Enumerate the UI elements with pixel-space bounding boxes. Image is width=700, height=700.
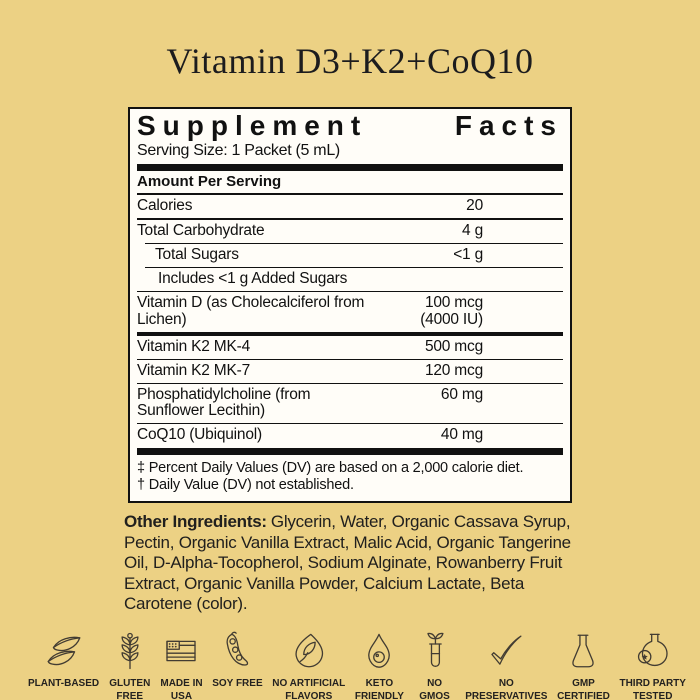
- badge-soy-free: SOY FREE: [212, 630, 263, 691]
- amount-line-2: (4000 IU): [420, 310, 483, 328]
- nutrient-name: Total Sugars: [155, 246, 239, 263]
- badge-plant-based: PLANT-BASED: [28, 630, 99, 691]
- badge-label: MADE IN USA: [160, 678, 203, 700]
- table-row-coq10: CoQ10 (Ubiquinol) 40 mg: [137, 423, 563, 447]
- badge-label: THIRD PARTY TESTED: [619, 678, 686, 700]
- table-row-total-sugars: Total Sugars <1 g: [145, 243, 563, 267]
- badge-label: GLUTEN FREE: [109, 678, 151, 700]
- badge-no-preservatives: NO PRESERVATIVES: [465, 630, 547, 700]
- nutrient-amount: 20: [466, 197, 483, 214]
- soy-pod-icon: [216, 630, 258, 672]
- badge-gmp-certified: GMP CERTIFIED: [557, 630, 610, 700]
- heading-word-facts: Facts: [454, 111, 563, 141]
- nutrient-name: CoQ10 (Ubiquinol): [137, 426, 262, 443]
- page-title: Vitamin D3+K2+CoQ10: [166, 41, 534, 81]
- table-row-phosphatidylcholine: Phosphatidylcholine (from Sunflower Leci…: [137, 382, 563, 424]
- badge-label: SOY FREE: [212, 678, 263, 689]
- nutrient-amount: 100 mcg (4000 IU): [373, 294, 483, 328]
- table-row-added-sugars: Includes <1 g Added Sugars: [145, 267, 563, 291]
- other-ingredients-text: Glycerin, Water, Organic Cassava Syrup, …: [124, 512, 571, 613]
- nutrient-name: Vitamin K2 MK-7: [137, 361, 251, 379]
- thick-divider: [137, 164, 563, 171]
- nutrient-name: Includes <1 g Added Sugars: [158, 270, 348, 287]
- table-row-calories: Calories 20: [137, 195, 563, 218]
- nutrient-amount: 120 mcg: [424, 361, 483, 379]
- badge-keto-friendly: KETO FRIENDLY: [355, 630, 404, 700]
- nutrient-name: Vitamin D (as Cholecalciferol from Liche…: [137, 294, 365, 328]
- badge-gluten-free: GLUTEN FREE: [109, 630, 151, 700]
- badge-label: GMP CERTIFIED: [557, 678, 610, 700]
- badge-label: PLANT-BASED: [28, 678, 100, 689]
- avocado-icon: [358, 630, 400, 672]
- flask-icon: [562, 630, 604, 672]
- badge-no-gmos: NO GMOS: [414, 630, 456, 700]
- supplement-facts-heading: Supplement Facts: [137, 111, 563, 141]
- serving-size: Serving Size: 1 Packet (5 mL): [137, 142, 340, 159]
- nutrient-amount: 500 mcg: [424, 337, 483, 355]
- badge-label: KETO FRIENDLY: [354, 678, 404, 700]
- medium-divider: [137, 331, 563, 336]
- leaves-icon: [43, 630, 85, 672]
- footnote-dv-not-established: † Daily Value (DV) not established.: [137, 477, 354, 493]
- table-row-vitamin-k2-mk4: Vitamin K2 MK-4 500 mcg: [137, 336, 563, 359]
- nutrient-amount: 60 mg: [440, 385, 483, 403]
- badge-third-party-tested: THIRD PARTY TESTED: [619, 630, 686, 700]
- usa-flag-icon: [160, 630, 202, 672]
- nutrient-name: Phosphatidylcholine (from Sunflower Leci…: [137, 385, 311, 419]
- certification-badge-strip: PLANT-BASED GLUTEN FREE: [28, 630, 686, 700]
- badge-label: NO ARTIFICIAL FLAVORS: [272, 678, 346, 700]
- flask-star-icon: [632, 630, 674, 672]
- nutrient-amount: <1 g: [453, 246, 483, 263]
- checkmark-icon: [485, 630, 527, 672]
- thick-divider: [137, 448, 563, 455]
- leaf-drop-icon: [288, 630, 330, 672]
- nutrient-amount: 4 g: [462, 222, 483, 239]
- table-row-vitamin-k2-mk7: Vitamin K2 MK-7 120 mcg: [137, 358, 563, 383]
- other-ingredients-label: Other Ingredients:: [124, 512, 267, 531]
- test-tube-sprout-icon: [414, 630, 456, 672]
- supplement-facts-panel: Supplement Facts Serving Size: 1 Packet …: [128, 107, 572, 503]
- table-row-vitamin-d: Vitamin D (as Cholecalciferol from Liche…: [137, 291, 563, 332]
- wheat-icon: [109, 630, 151, 672]
- footnote-daily-values: ‡ Percent Daily Values (DV) are based on…: [137, 460, 524, 476]
- nutrient-name: Vitamin K2 MK-4: [137, 337, 251, 355]
- badge-label: NO PRESERVATIVES: [465, 678, 548, 700]
- amount-line-1: 100 mcg: [424, 294, 483, 311]
- amount-per-serving-header: Amount Per Serving: [137, 172, 563, 195]
- other-ingredients: Other Ingredients: Glycerin, Water, Organ…: [124, 512, 576, 615]
- badge-made-in-usa: MADE IN USA: [160, 630, 203, 700]
- nutrient-name: Total Carbohydrate: [137, 222, 265, 239]
- badge-no-artificial-flavors: NO ARTIFICIAL FLAVORS: [272, 630, 345, 700]
- nutrient-name: Calories: [137, 197, 193, 214]
- nutrient-amount: 40 mg: [440, 426, 483, 443]
- table-row-total-carbohydrate: Total Carbohydrate 4 g: [137, 218, 563, 243]
- heading-word-supplement: Supplement: [137, 111, 368, 141]
- footnotes: ‡ Percent Daily Values (DV) are based on…: [137, 456, 563, 501]
- badge-label: NO GMOS: [419, 678, 450, 700]
